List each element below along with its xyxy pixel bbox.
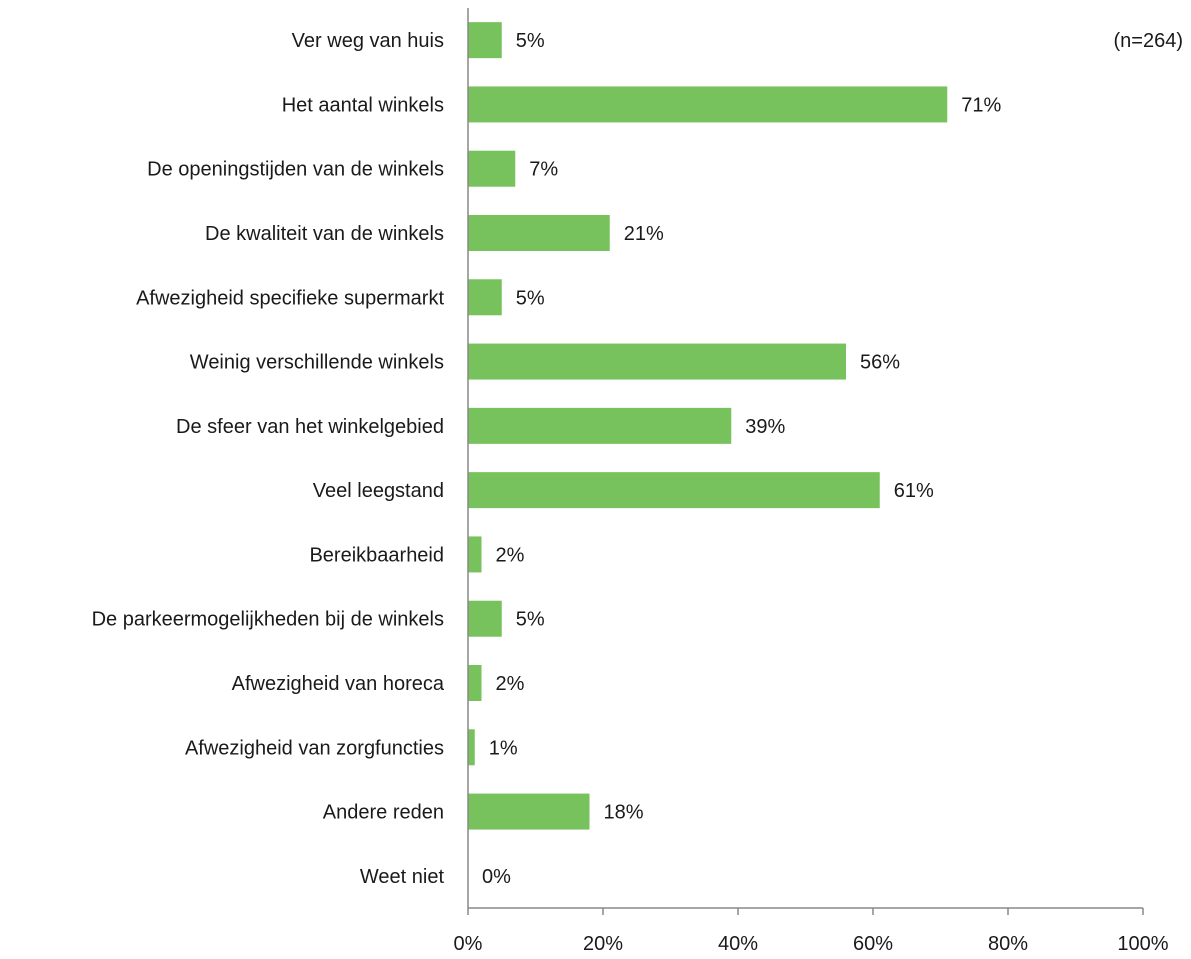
data-label: 1% [489, 737, 518, 759]
category-label: Het aantal winkels [282, 94, 444, 116]
bar [468, 407, 732, 444]
data-label: 2% [496, 544, 525, 566]
x-tick-label: 40% [718, 933, 758, 955]
data-label: 18% [604, 802, 644, 824]
category-label: De sfeer van het winkelgebied [176, 416, 444, 438]
data-label: 5% [516, 30, 545, 52]
data-label: 56% [860, 352, 900, 374]
category-label: Ver weg van huis [292, 30, 444, 52]
data-label: 71% [961, 94, 1001, 116]
category-label: Afwezigheid van zorgfuncties [185, 737, 444, 759]
category-label: Veel leegstand [313, 480, 444, 502]
x-tick-label: 60% [853, 933, 893, 955]
bar-series [468, 22, 948, 830]
data-label: 5% [516, 609, 545, 631]
data-label: 7% [529, 159, 558, 181]
bar [468, 215, 610, 251]
data-label: 2% [496, 673, 525, 695]
data-label: 21% [624, 223, 664, 245]
data-label: 5% [516, 287, 545, 309]
category-label: Weinig verschillende winkels [190, 352, 444, 374]
category-label: Andere reden [323, 802, 444, 824]
category-label: De parkeermogelijkheden bij de winkels [92, 609, 444, 631]
x-tick-label: 100% [1117, 933, 1168, 955]
bar [468, 665, 482, 701]
bar [468, 729, 475, 766]
bar [468, 22, 502, 59]
bar [468, 279, 502, 316]
bar [468, 472, 880, 509]
bar [468, 600, 502, 637]
x-tick-label: 80% [988, 933, 1028, 955]
data-label: 0% [482, 866, 511, 888]
category-label: Afwezigheid specifieke supermarkt [136, 287, 444, 309]
value-axis-ticks: 0% 20% 40% 60% 80% 100% [454, 908, 1169, 955]
x-tick-label: 0% [454, 933, 483, 955]
bar [468, 86, 948, 123]
category-label: De kwaliteit van de winkels [205, 223, 444, 245]
bar [468, 343, 846, 380]
value-labels: 5% 71% 7% 21% 5% 56% 39% 61% 2% 5% 2% 1% 18% 0% [482, 30, 1001, 888]
category-label: De openingstijden van de winkels [147, 159, 444, 181]
data-label: 61% [894, 480, 934, 502]
x-tick-label: 20% [583, 933, 623, 955]
bar [468, 150, 516, 187]
bar [468, 536, 482, 573]
data-label: 39% [745, 416, 785, 438]
bar [468, 793, 590, 830]
category-label: Weet niet [360, 866, 445, 888]
sample-size-note: (n=264) [1114, 30, 1184, 52]
category-label: Bereikbaarheid [309, 544, 444, 566]
category-labels: Ver weg van huis Het aantal winkels De ope… [92, 30, 445, 888]
category-label: Afwezigheid van horeca [232, 673, 445, 695]
